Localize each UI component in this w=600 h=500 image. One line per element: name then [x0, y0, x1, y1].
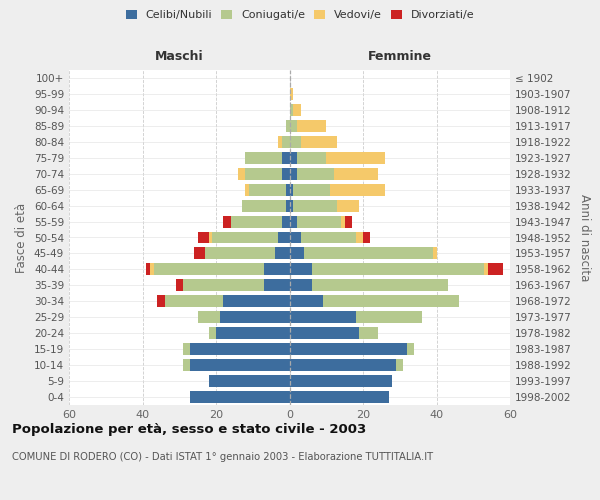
- Bar: [230, 216, 282, 228]
- Bar: [183, 343, 190, 355]
- Bar: [326, 152, 385, 164]
- Bar: [223, 216, 230, 228]
- Bar: [334, 168, 378, 179]
- Bar: [150, 264, 154, 276]
- Bar: [290, 359, 396, 371]
- Bar: [290, 280, 311, 291]
- Bar: [290, 248, 304, 260]
- Bar: [183, 359, 190, 371]
- Bar: [290, 296, 323, 308]
- Bar: [330, 184, 385, 196]
- Bar: [282, 136, 290, 148]
- Bar: [396, 359, 403, 371]
- Bar: [293, 200, 337, 211]
- Bar: [286, 200, 290, 211]
- Bar: [290, 232, 301, 243]
- Legend: Celibi/Nubili, Coniugati/e, Vedovi/e, Divorziati/e: Celibi/Nubili, Coniugati/e, Vedovi/e, Di…: [121, 6, 479, 25]
- Y-axis label: Anni di nascita: Anni di nascita: [578, 194, 591, 281]
- Bar: [297, 152, 326, 164]
- Bar: [341, 216, 344, 228]
- Bar: [293, 104, 301, 116]
- Bar: [278, 136, 282, 148]
- Bar: [209, 327, 216, 339]
- Bar: [264, 280, 290, 291]
- Bar: [293, 184, 330, 196]
- Bar: [301, 232, 356, 243]
- Bar: [216, 327, 290, 339]
- Text: Maschi: Maschi: [155, 50, 203, 62]
- Bar: [297, 168, 334, 179]
- Bar: [176, 280, 183, 291]
- Bar: [164, 296, 223, 308]
- Bar: [290, 343, 407, 355]
- Bar: [344, 216, 352, 228]
- Bar: [209, 375, 290, 387]
- Bar: [290, 200, 293, 211]
- Text: COMUNE DI RODERO (CO) - Dati ISTAT 1° gennaio 2003 - Elaborazione TUTTITALIA.IT: COMUNE DI RODERO (CO) - Dati ISTAT 1° ge…: [12, 452, 433, 462]
- Bar: [290, 88, 293, 100]
- Bar: [205, 248, 275, 260]
- Bar: [290, 184, 293, 196]
- Bar: [197, 312, 220, 323]
- Bar: [154, 264, 264, 276]
- Bar: [223, 296, 290, 308]
- Bar: [194, 248, 205, 260]
- Bar: [359, 327, 378, 339]
- Bar: [190, 343, 290, 355]
- Bar: [290, 104, 293, 116]
- Bar: [356, 312, 422, 323]
- Bar: [290, 152, 297, 164]
- Bar: [275, 248, 290, 260]
- Bar: [433, 248, 437, 260]
- Bar: [245, 168, 282, 179]
- Bar: [337, 200, 359, 211]
- Bar: [484, 264, 488, 276]
- Bar: [290, 391, 389, 403]
- Bar: [209, 232, 212, 243]
- Text: Popolazione per età, sesso e stato civile - 2003: Popolazione per età, sesso e stato civil…: [12, 422, 366, 436]
- Bar: [249, 184, 286, 196]
- Bar: [323, 296, 458, 308]
- Bar: [197, 232, 209, 243]
- Bar: [282, 168, 290, 179]
- Bar: [157, 296, 164, 308]
- Bar: [290, 168, 297, 179]
- Bar: [297, 120, 326, 132]
- Bar: [146, 264, 150, 276]
- Bar: [245, 152, 282, 164]
- Bar: [183, 280, 264, 291]
- Bar: [278, 232, 290, 243]
- Bar: [238, 168, 245, 179]
- Bar: [212, 232, 278, 243]
- Bar: [311, 280, 448, 291]
- Bar: [363, 232, 370, 243]
- Bar: [297, 216, 341, 228]
- Bar: [304, 248, 433, 260]
- Bar: [290, 375, 392, 387]
- Bar: [264, 264, 290, 276]
- Bar: [488, 264, 503, 276]
- Bar: [356, 232, 363, 243]
- Bar: [282, 216, 290, 228]
- Bar: [290, 327, 359, 339]
- Bar: [242, 200, 286, 211]
- Bar: [190, 359, 290, 371]
- Bar: [220, 312, 290, 323]
- Bar: [245, 184, 249, 196]
- Bar: [290, 264, 311, 276]
- Bar: [190, 391, 290, 403]
- Bar: [290, 120, 297, 132]
- Bar: [311, 264, 484, 276]
- Bar: [282, 152, 290, 164]
- Bar: [286, 184, 290, 196]
- Bar: [407, 343, 415, 355]
- Y-axis label: Fasce di età: Fasce di età: [16, 202, 28, 272]
- Bar: [286, 120, 290, 132]
- Text: Femmine: Femmine: [368, 50, 432, 62]
- Bar: [290, 136, 301, 148]
- Bar: [290, 216, 297, 228]
- Bar: [290, 312, 356, 323]
- Bar: [301, 136, 337, 148]
